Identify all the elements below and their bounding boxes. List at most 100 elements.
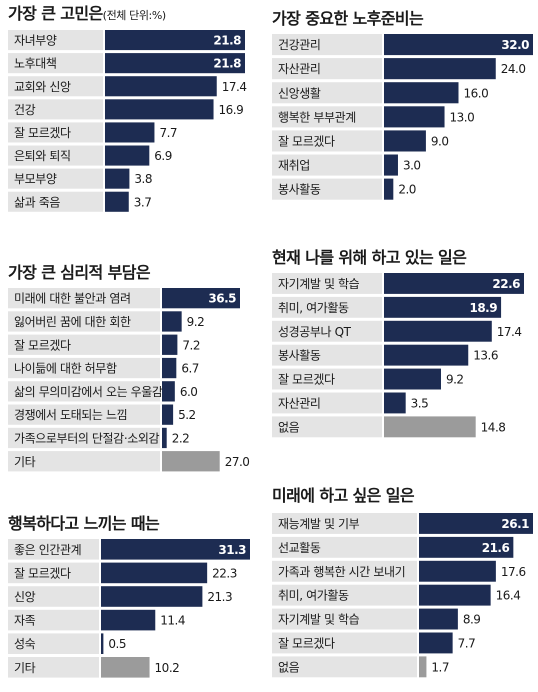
panel-3-삶의-무의미감에서-오는-우울감-value: 6.0 [180,385,198,399]
panel-6-재능계발-및-기부-label-bg [272,513,417,534]
panel-6-선교활동-label-bg [272,536,417,558]
panel-4-잘-모르겠다-label: 잘 모르겠다 [278,373,335,387]
panel-3-잘-모르겠다-value: 7.2 [182,338,200,352]
panel-5-잘-모르겠다-label: 잘 모르겠다 [14,566,71,580]
panel-6-title: 미래에 하고 싶은 일은 [272,486,415,505]
panel-3-가족으로부터의-단절감-소외감-value: 2.2 [172,431,190,445]
panel-2-신앙생활-label: 신앙생활 [278,86,321,100]
panel-5-title: 행복하다고 느끼는 때는 [8,514,160,533]
panel-4-없음-label: 없음 [278,420,300,434]
panel-1-은퇴와-퇴직-value: 6.9 [154,149,172,163]
panel-1-부모부양-label: 부모부양 [14,172,57,186]
panel-2-자산관리-label: 자산관리 [278,62,321,76]
panel-4-없음-bar [384,416,476,438]
panel-6-자기계발-및-학습-bar [419,608,458,630]
panel-4-취미-여가활동-label-bg [272,296,382,318]
panel-5-자족-bar [101,609,156,631]
panel-3-나이듦에-대한-허무함-value: 6.7 [181,362,199,376]
panel-2-자산관리-label-bg [272,58,382,80]
panel-6-선교활동-bar [419,536,514,558]
panel-1-자녀부양-value: 21.8 [213,34,241,48]
panel-1-교회와-신앙-label: 교회와 신앙 [14,80,71,94]
panel-1-자녀부양-label-bg [8,30,103,51]
panel-1-은퇴와-퇴직-label-bg [8,145,103,166]
panel-6-없음-label-bg [272,656,417,678]
panel-3-title: 가장 큰 심리적 부담은 [8,263,151,282]
panel-5-좋은-인간관계-bar [101,539,250,560]
panel-3-삶의-무의미감에서-오는-우울감-bar [162,381,175,402]
panel-3-경쟁에서-도태되는-느낌-label-bg [8,404,160,425]
panel-5-신앙-value: 21.3 [207,590,232,604]
panel-2-봉사활동-value: 2.0 [398,183,416,197]
panel-6-잘-모르겠다-value: 7.7 [458,636,476,650]
panel-4-자기계발-및-학습-bar [384,273,524,294]
panel-6-취미-여가활동-bar [419,584,491,606]
panel-6-재능계발-및-기부-value: 26.1 [501,517,529,531]
panel-3-기타-value: 27.0 [225,455,250,469]
panel-3-잃어버린-꿈에-대한-회한-label-bg [8,311,160,332]
panel-6-없음-bar [419,656,427,678]
panel-5-좋은-인간관계-value: 31.3 [218,543,246,557]
panel-6-자기계발-및-학습-value: 8.9 [463,613,481,627]
panel-5-기타-label-bg [8,657,99,678]
panel-2-행복한-부부관계-value: 13.0 [450,110,475,124]
panel-2-신앙생활-bar [384,82,459,104]
panel-3-가족으로부터의-단절감-소외감-bar [162,427,167,449]
panel-2-건강관리-label: 건강관리 [278,38,321,52]
panel-6-가족과-행복한-시간-보내기-label-bg [272,560,417,582]
panel-3-미래에-대한-불안과-염려-label: 미래에 대한 불안과 염려 [14,292,131,306]
panel-1-삶과-죽음-value: 3.7 [134,195,152,209]
panel-1-부모부양-value: 3.8 [134,172,152,186]
panel-1-건강-bar [105,99,214,120]
panel-6-잘-모르겠다-label: 잘 모르겠다 [278,636,335,650]
panel-4-자기계발-및-학습-value: 22.6 [492,277,520,291]
panel-2-재취업-bar [384,154,398,176]
panel-4-잘-모르겠다-bar [384,368,441,390]
panel-5-신앙-label-bg [8,586,99,607]
panel-6-취미-여가활동-label-bg [272,584,417,606]
panel-4-성경공부나-QT-label-bg [272,320,382,342]
panel-2-신앙생활-label-bg [272,82,382,104]
panel-5-잘-모르겠다-value: 22.3 [212,566,237,580]
panel-5-기타-value: 10.2 [155,661,180,675]
panel-2-행복한-부부관계-bar [384,106,445,128]
panel-5-성숙-label: 성숙 [14,637,36,651]
panel-3-잃어버린-꿈에-대한-회한-bar [162,311,182,332]
panel-2-행복한-부부관계-label: 행복한 부부관계 [278,109,356,124]
panel-3-기타-label: 기타 [14,455,36,469]
panel-2-잘-모르겠다-label: 잘 모르겠다 [278,134,335,148]
panel-1-자녀부양-label: 자녀부양 [14,34,57,48]
panel-3-잃어버린-꿈에-대한-회한-value: 9.2 [187,315,205,329]
panel-6-가족과-행복한-시간-보내기-label: 가족과 행복한 시간 보내기 [278,564,405,579]
panel-5-자족-label: 자족 [14,614,36,628]
panel-5-좋은-인간관계-label-bg [8,539,99,560]
panel-1-교회와-신앙-bar [105,76,217,97]
panel-5-성숙-label-bg [8,633,99,654]
panel-5-기타-label: 기타 [14,661,36,675]
panel-1-노후대책-value: 21.8 [213,57,241,71]
panel-3-잘-모르겠다-label: 잘 모르겠다 [14,338,71,352]
panel-3-나이듦에-대한-허무함-label-bg [8,357,160,379]
panel-4-봉사활동-label-bg [272,344,382,366]
panel-2-건강관리-label-bg [272,34,382,56]
panel-3-잃어버린-꿈에-대한-회한-label: 잃어버린 꿈에 대한 회한 [14,315,131,329]
panel-1-삶과-죽음-label: 삶과 죽음 [14,195,60,209]
panel-2-재취업-value: 3.0 [403,159,421,173]
panel-4-봉사활동-bar [384,344,469,366]
panel-4-자산관리-label: 자산관리 [278,396,321,410]
panel-3-기타-label-bg [8,451,160,472]
panel-4-자기계발-및-학습-label: 자기계발 및 학습 [278,277,360,291]
panel-6-잘-모르겠다-label-bg [272,632,417,654]
panel-2-신앙생활-value: 16.0 [464,86,489,100]
panel-2-재취업-label: 재취업 [278,159,310,173]
panel-5-잘-모르겠다-label-bg [8,562,99,584]
panel-1-title-main: 가장 큰 고민은 [8,4,103,23]
panel-1-노후대책-bar [105,53,245,74]
panel-6-가족과-행복한-시간-보내기-value: 17.6 [501,565,526,579]
panel-2-자산관리-value: 24.0 [501,62,526,76]
panel-6-취미-여가활동-value: 16.4 [496,589,521,603]
panel-1-노후대책-label-bg [8,53,103,74]
panel-2-잘-모르겠다-bar [384,130,426,152]
panel-4-없음-value: 14.8 [481,420,506,434]
